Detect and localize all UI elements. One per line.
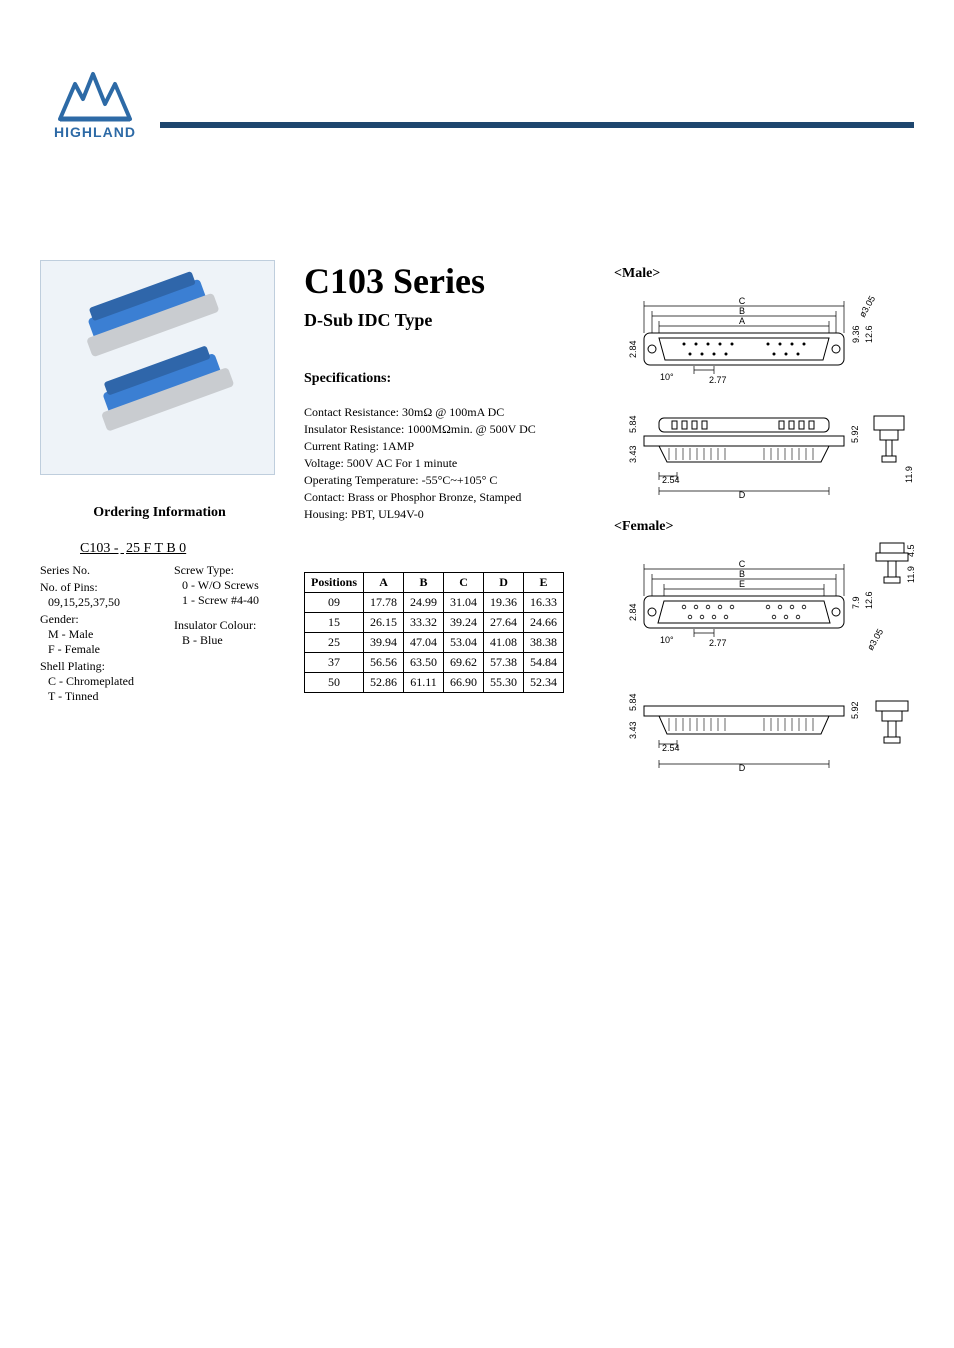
dimension-table: Positions A B C D E 0917.7824.9931.0419.… — [304, 572, 564, 693]
svg-text:5.92: 5.92 — [850, 425, 860, 443]
ordering-block: C103 - 25 F T B 0 Series No. No. of Pins… — [40, 541, 279, 704]
svg-text:ø3.05: ø3.05 — [857, 294, 877, 319]
svg-text:2.77: 2.77 — [709, 638, 727, 648]
svg-text:2.77: 2.77 — [709, 375, 727, 385]
svg-text:7.9: 7.9 — [851, 596, 861, 609]
svg-text:10°: 10° — [660, 635, 674, 645]
table-row: 3756.5663.5069.6257.3854.84 — [305, 653, 564, 673]
svg-text:5.84: 5.84 — [628, 693, 638, 711]
spec-line: Contact: Brass or Phosphor Bronze, Stamp… — [304, 490, 589, 505]
svg-text:B: B — [739, 306, 745, 316]
ord-series: Series No. — [40, 563, 134, 578]
header-rule — [160, 122, 914, 128]
svg-text:3.43: 3.43 — [628, 445, 638, 463]
table-row: 2539.9447.0453.0441.0838.38 — [305, 633, 564, 653]
series-title: C103 Series — [304, 260, 589, 302]
table-header-row: Positions A B C D E — [305, 573, 564, 593]
svg-text:9.36: 9.36 — [851, 325, 861, 343]
ord-insulator: Insulator Colour: B - Blue — [174, 618, 259, 648]
ordering-part-number: C103 - 25 F T B 0 — [80, 541, 279, 557]
brand-name: HIGHLAND — [54, 124, 136, 140]
svg-text:12.6: 12.6 — [864, 325, 874, 343]
svg-text:A: A — [739, 316, 745, 326]
female-drawing: E B C 7.9 12.6 ø3.05 2.84 10° 2.77 — [614, 541, 914, 801]
spec-line: Current Rating: 1AMP — [304, 439, 589, 454]
product-photo — [40, 260, 275, 475]
subtitle: D-Sub IDC Type — [304, 310, 589, 331]
svg-text:2.84: 2.84 — [628, 603, 638, 621]
svg-text:11.9: 11.9 — [904, 466, 914, 483]
male-label: <Male> — [614, 266, 914, 282]
svg-text:B: B — [739, 569, 745, 579]
svg-text:C: C — [739, 296, 746, 306]
spec-line: Insulator Resistance: 1000MΩmin. @ 500V … — [304, 422, 589, 437]
svg-text:D: D — [739, 763, 746, 773]
ord-gender: Gender: M - Male F - Female — [40, 612, 134, 657]
svg-text:2.84: 2.84 — [628, 340, 638, 358]
svg-text:E: E — [739, 579, 745, 589]
male-drawing: A B C 9.36 12.6 ø3.05 2.84 10° 2.77 — [614, 288, 914, 513]
table-row: 1526.1533.3239.2427.6424.66 — [305, 613, 564, 633]
table-row: 5052.8661.1166.9055.3052.34 — [305, 673, 564, 693]
spec-heading: Specifications: — [304, 371, 589, 387]
spec-line: Contact Resistance: 30mΩ @ 100mA DC — [304, 405, 589, 420]
brand-logo: HIGHLAND — [40, 40, 150, 140]
svg-text:11.9: 11.9 — [906, 566, 914, 583]
table-row: 0917.7824.9931.0419.3616.33 — [305, 593, 564, 613]
spec-line: Operating Temperature: -55°C~+105° C — [304, 473, 589, 488]
svg-text:5.92: 5.92 — [850, 701, 860, 719]
svg-text:C: C — [739, 559, 746, 569]
svg-text:ø3.05: ø3.05 — [865, 627, 885, 652]
spec-line: Voltage: 500V AC For 1 minute — [304, 456, 589, 471]
svg-text:12.6: 12.6 — [864, 591, 874, 609]
spec-line: Housing: PBT, UL94V-0 — [304, 507, 589, 522]
ord-pins: No. of Pins: 09,15,25,37,50 — [40, 580, 134, 610]
svg-text:10°: 10° — [660, 372, 674, 382]
svg-text:3.43: 3.43 — [628, 721, 638, 739]
ord-plating: Shell Plating: C - Chromeplated T - Tinn… — [40, 659, 134, 704]
svg-text:5.84: 5.84 — [628, 415, 638, 433]
svg-text:4.5: 4.5 — [906, 544, 914, 557]
svg-text:D: D — [739, 490, 746, 500]
female-label: <Female> — [614, 519, 914, 535]
ordering-heading: Ordering Information — [40, 505, 279, 521]
ord-screw: Screw Type: 0 - W/O Screws 1 - Screw #4-… — [174, 563, 259, 608]
